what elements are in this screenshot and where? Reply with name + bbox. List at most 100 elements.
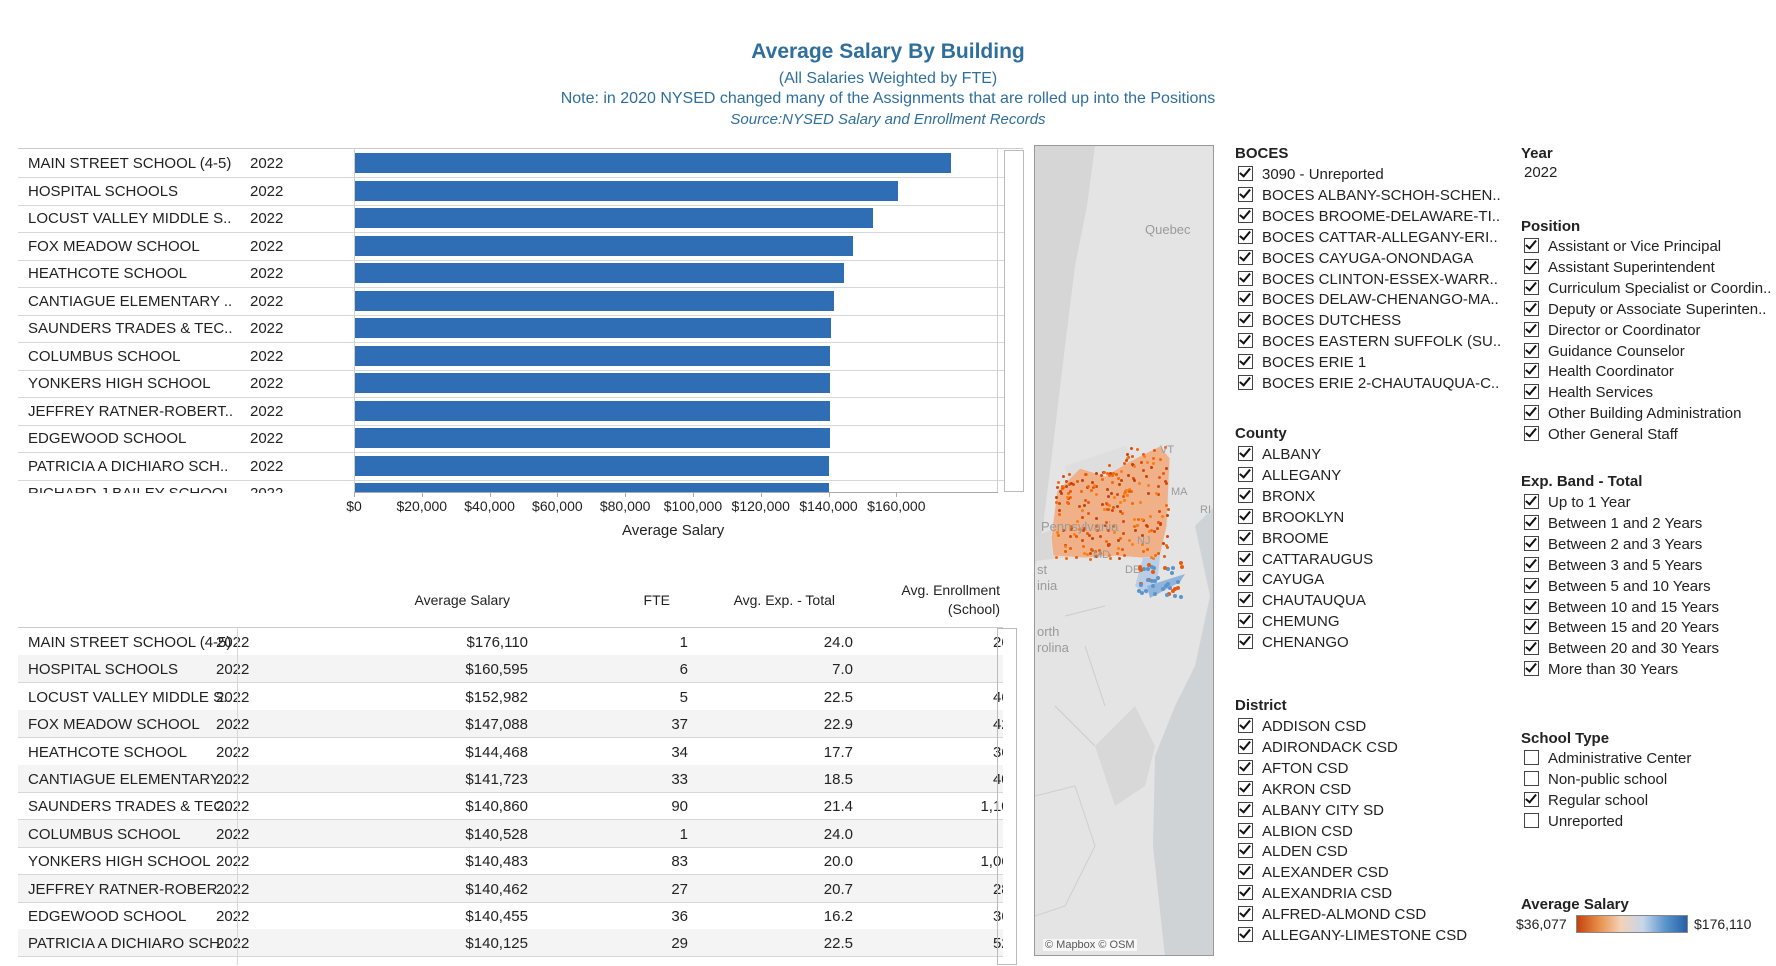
school-dot[interactable] bbox=[1055, 530, 1059, 534]
school-dot[interactable] bbox=[1120, 512, 1124, 516]
school-dot[interactable] bbox=[1114, 472, 1118, 476]
bar-row[interactable]: HEATHCOTE SCHOOL 2022 bbox=[18, 259, 1023, 288]
school-dot[interactable] bbox=[1145, 461, 1149, 465]
school-dot[interactable] bbox=[1107, 542, 1111, 546]
position-filter-option[interactable]: Other Building Administration bbox=[1524, 405, 1741, 427]
col-header-average-salary[interactable]: Average Salary bbox=[414, 592, 510, 608]
school-dot[interactable] bbox=[1055, 486, 1059, 490]
school-dot[interactable] bbox=[1156, 526, 1160, 530]
salary-table[interactable]: MAIN STREET SCHOOL (4-5) 2022 $176,110 1 24.… bbox=[18, 627, 1003, 966]
table-row[interactable]: MAIN STREET SCHOOL (4-5) 2022 $176,110 1 24.… bbox=[18, 628, 1003, 656]
boces-filter-option[interactable]: BOCES EASTERN SUFFOLK (SU.. bbox=[1238, 333, 1501, 355]
checkbox[interactable] bbox=[1238, 529, 1253, 545]
county-filter-option[interactable]: ALBANY bbox=[1238, 446, 1321, 468]
school-dot[interactable] bbox=[1160, 515, 1164, 519]
table-row[interactable]: JEFFREY RATNER-ROBER.. 2022 $140,462 27 20.7… bbox=[18, 874, 1003, 903]
district-filter-option[interactable]: ADDISON CSD bbox=[1238, 718, 1366, 740]
school-dot[interactable] bbox=[1059, 489, 1063, 493]
school-dot[interactable] bbox=[1082, 552, 1086, 556]
school-dot[interactable] bbox=[1141, 549, 1145, 553]
bar[interactable] bbox=[354, 400, 831, 421]
school-dot[interactable] bbox=[1094, 555, 1098, 559]
table-row[interactable]: PATRICIA A DICHIARO SCH.. 2022 $140,125 29 2… bbox=[18, 929, 1003, 958]
school-dot[interactable] bbox=[1060, 492, 1064, 496]
school-type-filter-option[interactable]: Non-public school bbox=[1524, 770, 1667, 793]
district-filter-option[interactable]: ALLEGANY-LIMESTONE CSD bbox=[1238, 927, 1467, 949]
school-dot[interactable] bbox=[1100, 477, 1104, 481]
school-dot[interactable] bbox=[1142, 453, 1146, 457]
school-dot[interactable] bbox=[1085, 553, 1089, 557]
school-dot[interactable] bbox=[1122, 498, 1126, 502]
school-dot[interactable] bbox=[1113, 530, 1117, 534]
filter-list-school-type[interactable]: Administrative Center Non-public school Re… bbox=[1524, 750, 1776, 845]
position-filter-option[interactable]: Director or Coordinator bbox=[1524, 321, 1701, 344]
school-dot[interactable] bbox=[1150, 529, 1153, 533]
school-dot[interactable] bbox=[1131, 501, 1135, 505]
school-dot[interactable] bbox=[1163, 566, 1168, 571]
school-dot[interactable] bbox=[1090, 547, 1094, 551]
table-row[interactable]: COLUMBUS SCHOOL 2022 $140,528 1 24.0 0 bbox=[18, 819, 1003, 848]
school-dot[interactable] bbox=[1130, 446, 1134, 450]
school-dot[interactable] bbox=[1099, 473, 1103, 477]
school-dot[interactable] bbox=[1156, 492, 1160, 496]
school-dot[interactable] bbox=[1064, 549, 1068, 553]
ny-map[interactable]: Quebec Pennsylvania MA VT NJ MD DE RI or… bbox=[1034, 145, 1214, 956]
school-dot[interactable] bbox=[1092, 486, 1096, 490]
school-dot[interactable] bbox=[1162, 471, 1165, 475]
school-dot[interactable] bbox=[1061, 529, 1065, 533]
school-dot[interactable] bbox=[1056, 534, 1060, 538]
table-row[interactable]: FOX MEADOW SCHOOL 2022 $147,088 37 22.9 429 bbox=[18, 710, 1003, 739]
school-dot[interactable] bbox=[1090, 549, 1094, 553]
position-filter-option[interactable]: Health Services bbox=[1524, 384, 1653, 406]
school-dot[interactable] bbox=[1122, 495, 1126, 499]
school-type-filter-option[interactable]: Regular school bbox=[1524, 791, 1648, 814]
school-dot[interactable] bbox=[1068, 546, 1072, 550]
school-dot[interactable] bbox=[1055, 500, 1059, 504]
county-filter-option[interactable]: CAYUGA bbox=[1238, 571, 1324, 593]
bar-row[interactable]: FOX MEADOW SCHOOL 2022 bbox=[18, 232, 1023, 261]
checkbox[interactable] bbox=[1524, 258, 1539, 274]
school-dot[interactable] bbox=[1151, 462, 1155, 466]
school-dot[interactable] bbox=[1094, 492, 1098, 496]
school-dot[interactable] bbox=[1125, 453, 1129, 457]
county-filter-option[interactable]: ALLEGANY bbox=[1238, 466, 1341, 489]
school-dot[interactable] bbox=[1107, 507, 1111, 511]
bar-row[interactable]: JEFFREY RATNER-ROBERT.. 2022 bbox=[18, 397, 1023, 426]
school-dot[interactable] bbox=[1122, 554, 1126, 558]
checkbox[interactable] bbox=[1238, 634, 1253, 650]
boces-filter-option[interactable]: BOCES ALBANY-SCHOH-SCHEN.. bbox=[1238, 186, 1501, 209]
school-dot[interactable] bbox=[1115, 493, 1119, 497]
school-dot[interactable] bbox=[1152, 566, 1157, 571]
school-dot[interactable] bbox=[1111, 508, 1115, 512]
school-dot[interactable] bbox=[1110, 480, 1114, 484]
school-dot[interactable] bbox=[1148, 514, 1152, 518]
school-dot[interactable] bbox=[1081, 528, 1085, 532]
bar[interactable] bbox=[354, 373, 831, 393]
checkbox[interactable] bbox=[1524, 405, 1539, 421]
table-row[interactable]: EDGEWOOD SCHOOL 2022 $140,455 36 16.2 360 bbox=[18, 902, 1003, 930]
school-dot[interactable] bbox=[1081, 539, 1085, 543]
school-dot[interactable] bbox=[1130, 463, 1134, 467]
checkbox[interactable] bbox=[1238, 466, 1253, 482]
checkbox[interactable] bbox=[1238, 446, 1253, 461]
school-dot[interactable] bbox=[1139, 583, 1144, 588]
position-filter-option[interactable]: Other General Staff bbox=[1524, 426, 1678, 448]
table-row[interactable]: CANTIAGUE ELEMENTARY .. 2022 $141,723 33 18.… bbox=[18, 765, 1003, 793]
school-dot[interactable] bbox=[1071, 482, 1075, 486]
school-dot[interactable] bbox=[1058, 501, 1062, 505]
school-dot[interactable] bbox=[1081, 516, 1085, 520]
county-filter-option[interactable]: BRONX bbox=[1238, 487, 1315, 510]
col-header-avg-enrollment[interactable]: Avg. Enrollment bbox=[901, 582, 1000, 598]
school-dot[interactable] bbox=[1119, 479, 1123, 483]
checkbox[interactable] bbox=[1238, 354, 1253, 370]
school-dot[interactable] bbox=[1136, 588, 1141, 593]
exp-band-filter-option[interactable]: Between 10 and 15 Years bbox=[1524, 598, 1719, 621]
county-filter-option[interactable]: BROOKLYN bbox=[1238, 508, 1344, 531]
bar-row[interactable]: COLUMBUS SCHOOL 2022 bbox=[18, 342, 1023, 371]
school-dot[interactable] bbox=[1143, 455, 1147, 459]
position-filter-option[interactable]: Curriculum Specialist or Coordin.. bbox=[1524, 279, 1771, 302]
school-dot[interactable] bbox=[1098, 551, 1102, 555]
school-type-filter-option[interactable]: Unreported bbox=[1524, 812, 1623, 835]
school-dot[interactable] bbox=[1122, 520, 1126, 524]
school-dot[interactable] bbox=[1133, 525, 1137, 529]
